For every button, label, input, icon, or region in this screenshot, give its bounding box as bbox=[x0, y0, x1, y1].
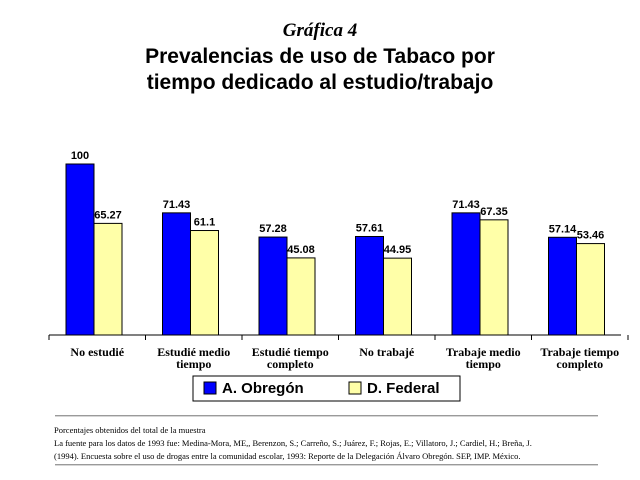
data-label-federal-3: 44.95 bbox=[384, 244, 412, 256]
footnote-line-3: (1994). Encuesta sobre el uso de drogas … bbox=[54, 451, 521, 461]
data-label-obregon-3: 57.61 bbox=[356, 222, 384, 234]
figure-label: Gráfica 4 bbox=[282, 20, 358, 41]
bar-obregon-0 bbox=[65, 163, 95, 336]
data-label-federal-1: 61.1 bbox=[194, 217, 215, 229]
category-labels: No estudié Estudié medio tiempo Estudié tie… bbox=[70, 345, 619, 371]
data-label-federal-4: 67.35 bbox=[480, 206, 508, 218]
footnote-divider-bottom bbox=[55, 464, 598, 466]
category-label-4: Trabaje medio tiempo bbox=[446, 345, 521, 371]
legend-label-obregon: A. Obregón bbox=[222, 380, 304, 397]
legend-swatch-federal bbox=[348, 381, 362, 395]
data-label-obregon-2: 57.28 bbox=[259, 223, 287, 235]
bars-group: 10065.2771.4361.157.2845.0857.6144.9571.… bbox=[65, 150, 605, 336]
legend: A. Obregón D. Federal bbox=[192, 375, 461, 402]
data-label-obregon-0: 100 bbox=[71, 150, 89, 162]
chart-title: Prevalencias de uso de Tabaco por tiempo… bbox=[0, 44, 640, 96]
category-label-1: Estudié medio tiempo bbox=[157, 345, 230, 371]
bar-obregon-5 bbox=[548, 236, 577, 336]
x-axis-ticks bbox=[48, 335, 629, 340]
data-label-obregon-5: 57.14 bbox=[549, 223, 577, 235]
data-label-federal-5: 53.46 bbox=[577, 230, 605, 242]
bar-federal-5 bbox=[576, 243, 605, 336]
legend-label-federal: D. Federal bbox=[367, 380, 440, 397]
chart-title-line-1: Prevalencias de uso de Tabaco por bbox=[145, 45, 495, 68]
footnote-divider-top bbox=[55, 415, 598, 417]
legend-swatch-obregon bbox=[203, 381, 217, 395]
bar-federal-0 bbox=[93, 222, 123, 336]
category-label-3: No trabajé bbox=[359, 345, 415, 359]
footnote-line-2: La fuente para los datos de 1993 fue: Me… bbox=[54, 438, 532, 448]
bar-federal-1 bbox=[190, 230, 219, 336]
data-label-obregon-1: 71.43 bbox=[163, 199, 191, 211]
bar-obregon-3 bbox=[355, 235, 384, 336]
category-label-2: Estudié tiempo completo bbox=[252, 345, 329, 371]
data-label-obregon-4: 71.43 bbox=[452, 199, 480, 211]
category-label-5: Trabaje tiempo completo bbox=[540, 345, 619, 371]
data-label-federal-2: 45.08 bbox=[287, 244, 315, 256]
bar-obregon-1 bbox=[162, 212, 191, 336]
bar-obregon-2 bbox=[258, 236, 288, 336]
bar-federal-3 bbox=[383, 257, 412, 336]
footnotes: Porcentajes obtenidos del total de la mu… bbox=[54, 424, 614, 463]
legend-box bbox=[192, 375, 461, 402]
category-label-0: No estudié bbox=[70, 345, 124, 359]
bar-federal-4 bbox=[479, 219, 509, 336]
footnote-line-1: Porcentajes obtenidos del total de la mu… bbox=[54, 425, 206, 435]
chart-title-line-2: tiempo dedicado al estudio/trabajo bbox=[146, 71, 494, 94]
data-label-federal-0: 65.27 bbox=[94, 209, 122, 221]
bar-federal-2 bbox=[286, 257, 316, 336]
bar-obregon-4 bbox=[451, 212, 481, 336]
